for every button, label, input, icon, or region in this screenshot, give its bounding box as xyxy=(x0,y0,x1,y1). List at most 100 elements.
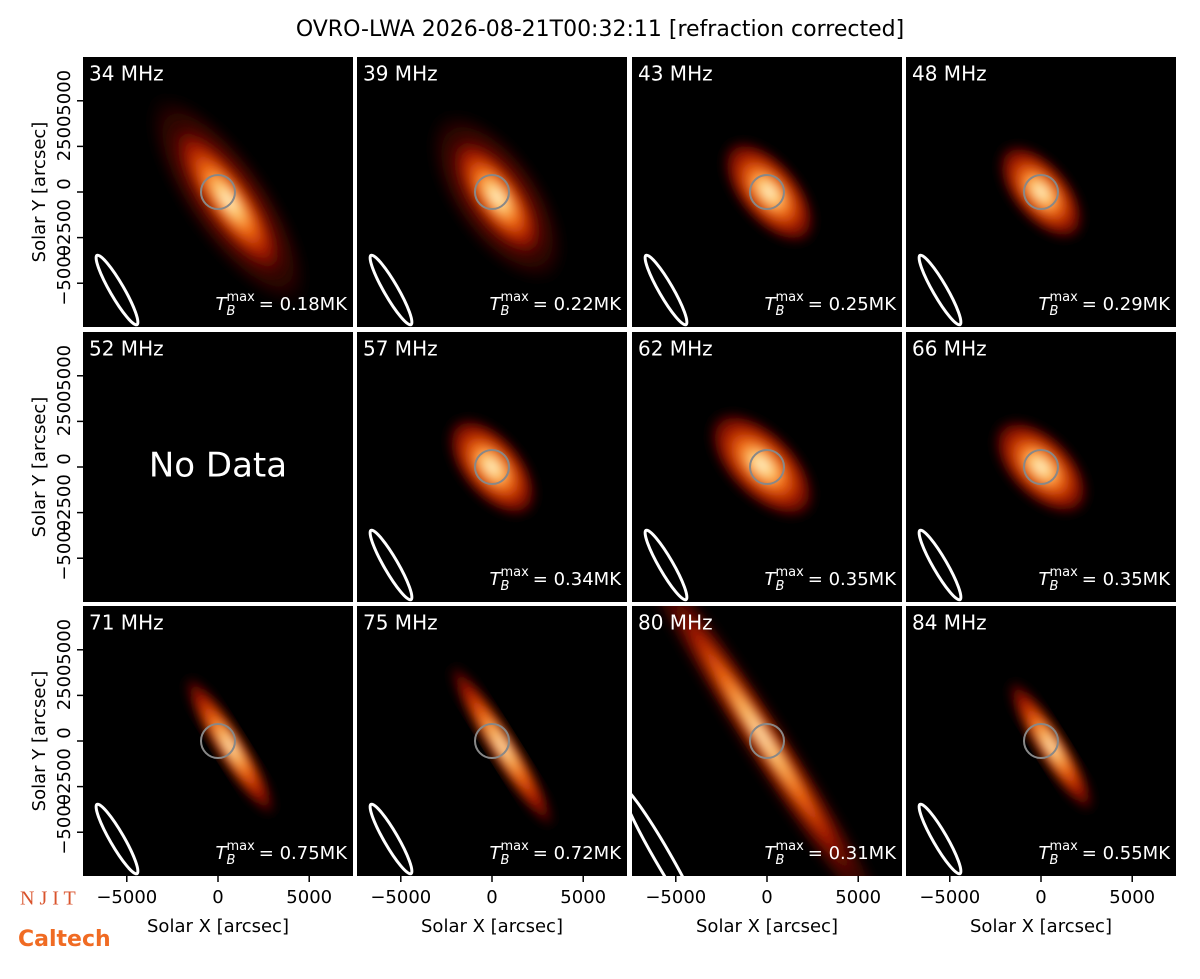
tmax-sub: B xyxy=(501,579,510,594)
tmax-value: = 0.35MK xyxy=(1082,569,1171,590)
panel-image xyxy=(368,415,539,602)
tmax-symbol: T xyxy=(765,294,778,315)
tmax-value: = 0.35MK xyxy=(808,569,897,590)
tmax-value: = 0.29MK xyxy=(1082,294,1171,315)
tmax-value: = 0.22MK xyxy=(533,294,622,315)
y-tick-label: −5000 xyxy=(54,794,75,855)
tmax-value: = 0.72MK xyxy=(533,843,622,864)
tmax-label: TBmax = 0.35MK xyxy=(1039,565,1172,594)
frequency-label: 71 MHz xyxy=(89,611,164,635)
logo-caltech: Caltech xyxy=(18,927,111,952)
solar-disk xyxy=(200,723,236,759)
y-tick-label: −5000 xyxy=(54,245,75,306)
frequency-label: 57 MHz xyxy=(363,337,438,361)
x-axis-label: Solar X [arcsec] xyxy=(696,916,838,937)
tmax-value: = 0.55MK xyxy=(1082,843,1171,864)
panel-image xyxy=(94,673,278,876)
panel-background xyxy=(83,332,353,602)
tmax-sub: B xyxy=(227,304,236,319)
solar-disk xyxy=(474,723,510,759)
frequency-label: 75 MHz xyxy=(363,611,438,635)
frequency-label: 39 MHz xyxy=(363,62,438,86)
y-tick-label: 0 xyxy=(54,453,75,464)
frequency-label: 43 MHz xyxy=(638,62,713,86)
y-tick-label: −2500 xyxy=(54,748,75,809)
tmax-sub: B xyxy=(776,304,785,319)
tmax-sup: max xyxy=(775,290,804,305)
beam xyxy=(917,802,963,876)
panel-image xyxy=(94,88,313,327)
solar-disk xyxy=(474,174,510,210)
frequency-label: 34 MHz xyxy=(89,62,164,86)
tmax-symbol: T xyxy=(1039,843,1052,864)
tmax-label: TBmax = 0.72MK xyxy=(490,839,623,868)
x-tick-label: 5000 xyxy=(560,887,606,908)
beam xyxy=(368,802,414,876)
tmax-value: = 0.75MK xyxy=(259,843,348,864)
y-axis-label: Solar Y [arcsec] xyxy=(29,397,50,538)
y-tick-label: 5000 xyxy=(54,70,75,116)
y-tick-label: 0 xyxy=(54,727,75,738)
beam xyxy=(917,253,963,327)
y-tick-label: −2500 xyxy=(54,199,75,260)
y-tick-label: 0 xyxy=(54,178,75,189)
tmax-label: TBmax = 0.22MK xyxy=(490,290,623,319)
frequency-label: 84 MHz xyxy=(912,611,987,635)
logo-njit: N J I T xyxy=(20,888,76,910)
emission xyxy=(657,606,867,876)
beam xyxy=(94,253,140,327)
solar-disk xyxy=(1023,723,1059,759)
tmax-sub: B xyxy=(1050,853,1059,868)
tmax-symbol: T xyxy=(216,843,229,864)
tmax-symbol: T xyxy=(216,294,229,315)
solar-disk xyxy=(749,449,785,485)
y-axis-label: Solar Y [arcsec] xyxy=(29,671,50,812)
frequency-label: 62 MHz xyxy=(638,337,713,361)
x-tick-label: −5000 xyxy=(96,887,157,908)
tmax-label: TBmax = 0.18MK xyxy=(216,290,349,319)
tmax-label: TBmax = 0.34MK xyxy=(490,565,623,594)
emission xyxy=(720,138,818,246)
beam xyxy=(917,528,963,602)
panel-image xyxy=(917,142,1086,327)
x-tick-label: 5000 xyxy=(835,887,881,908)
chart-title: OVRO-LWA 2026-08-21T00:32:11 [refraction… xyxy=(296,17,904,42)
tmax-value: = 0.34MK xyxy=(533,569,622,590)
emission xyxy=(996,142,1086,242)
frequency-label: 48 MHz xyxy=(912,62,987,86)
beam xyxy=(94,802,140,876)
tmax-sub: B xyxy=(501,853,510,868)
y-tick-label: 5000 xyxy=(54,345,75,391)
panel-image xyxy=(368,660,557,876)
x-axis-label: Solar X [arcsec] xyxy=(421,916,563,937)
solar-disk xyxy=(1023,449,1059,485)
tmax-label: TBmax = 0.29MK xyxy=(1039,290,1172,319)
panel-image xyxy=(917,417,1091,602)
tmax-sup: max xyxy=(775,565,804,580)
beam xyxy=(368,528,414,602)
tmax-sub: B xyxy=(227,853,236,868)
tmax-value: = 0.25MK xyxy=(808,294,897,315)
x-tick-label: 0 xyxy=(1035,887,1046,908)
emission xyxy=(168,120,288,280)
tmax-label: TBmax = 0.55MK xyxy=(1039,839,1172,868)
emission xyxy=(445,415,539,519)
tmax-sup: max xyxy=(1049,565,1078,580)
tmax-sup: max xyxy=(226,290,255,305)
tmax-sub: B xyxy=(501,304,510,319)
x-tick-label: −5000 xyxy=(645,887,706,908)
beam xyxy=(632,785,705,876)
emission xyxy=(1006,677,1096,815)
beam xyxy=(368,253,414,327)
y-tick-label: 2500 xyxy=(54,115,75,161)
tmax-label: TBmax = 0.25MK xyxy=(765,290,898,319)
frequency-label: 80 MHz xyxy=(638,611,713,635)
tmax-symbol: T xyxy=(1039,569,1052,590)
y-tick-label: −2500 xyxy=(54,474,75,535)
emission xyxy=(447,660,557,832)
solar-disk xyxy=(474,449,510,485)
x-tick-label: −5000 xyxy=(919,887,980,908)
x-tick-label: 0 xyxy=(486,887,497,908)
tmax-sup: max xyxy=(775,839,804,854)
